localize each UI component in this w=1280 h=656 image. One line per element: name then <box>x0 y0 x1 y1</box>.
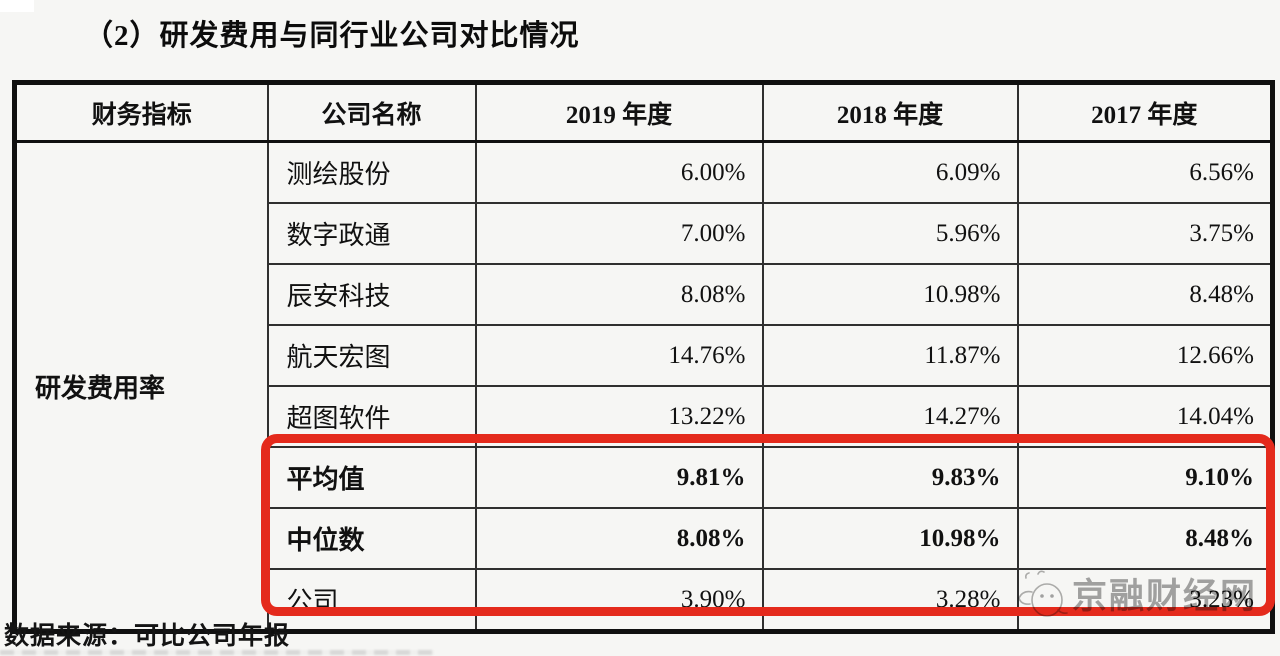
value-2018-cell: 5.96% <box>761 202 1019 265</box>
value-2017-cell: 14.04% <box>1016 385 1274 448</box>
value-2018-cell: 10.98% <box>761 507 1019 570</box>
table-row: 数字政通 7.00% 5.96% 3.75% <box>15 202 1274 265</box>
company-name-cell: 数字政通 <box>266 202 477 265</box>
value-2017-cell: 6.56% <box>1016 140 1274 204</box>
column-header-2018: 2018 年度 <box>761 81 1019 143</box>
value-2018-cell: 9.83% <box>761 446 1019 509</box>
value-2018-cell: 11.87% <box>761 324 1019 387</box>
value-2019-cell: 3.90% <box>474 568 764 633</box>
table-row: 辰安科技 8.08% 10.98% 8.48% <box>15 263 1274 326</box>
company-name-cell: 航天宏图 <box>266 324 477 387</box>
column-header-2019: 2019 年度 <box>474 81 764 143</box>
company-name-cell: 辰安科技 <box>266 263 477 326</box>
value-2018-cell: 3.28% <box>761 568 1019 633</box>
value-2017-cell: 9.10% <box>1016 446 1274 509</box>
rd-expense-comparison-table: 财务指标 公司名称 2019 年度 2018 年度 2017 年度 研发费用率测… <box>12 80 1275 634</box>
company-name-cell: 超图软件 <box>266 385 477 448</box>
value-2019-cell: 8.08% <box>474 263 764 326</box>
table-header-row: 财务指标 公司名称 2019 年度 2018 年度 2017 年度 <box>13 81 1274 143</box>
value-2017-cell: 12.66% <box>1016 324 1274 387</box>
table-row: 平均值 9.81% 9.83% 9.10% <box>15 446 1274 509</box>
indicator-label-cell: 研发费用率 <box>13 140 269 633</box>
value-2018-cell: 10.98% <box>761 263 1019 326</box>
table-row: 研发费用率 测绘股份 6.00% 6.09% 6.56% <box>13 140 1274 633</box>
value-2019-cell: 9.81% <box>474 446 764 509</box>
value-2017-cell: 3.23% <box>1016 568 1274 633</box>
cropped-next-line-artifact <box>0 650 434 655</box>
value-2019-cell: 14.76% <box>474 324 764 387</box>
company-name-cell: 公司 <box>266 568 477 633</box>
column-header-company: 公司名称 <box>266 81 477 143</box>
company-name-cell: 平均值 <box>266 446 477 509</box>
value-2018-cell: 14.27% <box>761 385 1019 448</box>
column-header-indicator: 财务指标 <box>13 81 269 143</box>
data-source-note: 数据来源：可比公司年报 <box>4 623 291 650</box>
table-row: 航天宏图 14.76% 11.87% 12.66% <box>15 324 1274 387</box>
column-header-2017: 2017 年度 <box>1016 81 1274 143</box>
section-title: （2）研发费用与同行业公司对比情况 <box>84 20 580 52</box>
value-2019-cell: 7.00% <box>474 202 764 265</box>
value-2019-cell: 6.00% <box>474 140 764 204</box>
value-2017-cell: 3.75% <box>1016 202 1274 265</box>
value-2018-cell: 6.09% <box>761 140 1019 204</box>
page-corner-artifact <box>0 0 34 12</box>
value-2019-cell: 8.08% <box>474 507 764 570</box>
table-row: 中位数 8.08% 10.98% 8.48% <box>15 507 1274 570</box>
value-2019-cell: 13.22% <box>474 385 764 448</box>
company-name-cell: 中位数 <box>266 507 477 570</box>
company-name-cell: 测绘股份 <box>266 140 477 204</box>
value-2017-cell: 8.48% <box>1016 263 1274 326</box>
table-row: 公司 3.90% 3.28% 3.23% <box>15 568 1274 633</box>
value-2017-cell: 8.48% <box>1016 507 1274 570</box>
